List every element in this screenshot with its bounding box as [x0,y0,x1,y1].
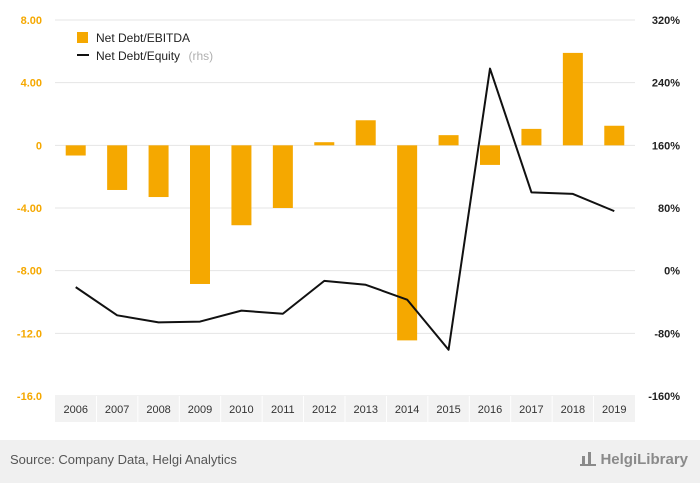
x-tick-label: 2010 [229,404,253,416]
right-tick-label: 160% [652,140,680,152]
x-tick-label: 2007 [105,404,129,416]
left-tick-label: -8.00 [17,266,42,278]
x-tick-label: 2016 [478,404,502,416]
legend-swatch-bar [77,32,88,43]
x-tick-label: 2013 [353,404,377,416]
footer: Source: Company Data, Helgi Analytics He… [0,440,700,483]
bar-series [65,52,625,341]
legend-label-line-suffix: (rhs) [189,49,214,63]
x-tick-label: 2011 [271,404,295,416]
bar [107,145,128,190]
x-tick-label: 2006 [63,404,87,416]
bar [438,135,459,146]
x-tick-label: 2008 [146,404,170,416]
bar [604,125,625,146]
bar [562,52,583,146]
x-axis-band [55,396,635,422]
right-tick-label: 80% [658,203,680,215]
left-tick-label: -16.0 [17,391,42,403]
brand-text: HelgiLibrary [600,451,688,468]
bar [480,145,500,165]
left-axis-ticks: 8.00 4.00 0 -4.00 -8.00 -12.0 -16.0 [17,15,42,403]
left-tick-label: 8.00 [21,15,42,27]
library-icon [580,450,597,466]
right-tick-label: -160% [648,391,680,403]
left-tick-label: 4.00 [21,78,42,90]
x-tick-label: 2015 [436,404,460,416]
right-tick-label: 0% [664,266,680,278]
x-tick-label: 2018 [561,404,585,416]
left-tick-label: 0 [36,140,42,152]
brand-logo: HelgiLibrary [580,450,688,468]
x-tick-label: 2014 [395,404,419,416]
bar [148,145,169,198]
right-axis-ticks: 320% 240% 160% 80% 0% -80% -160% [648,15,680,403]
left-tick-label: -12.0 [17,328,42,340]
bar [65,145,86,156]
x-tick-label: 2017 [519,404,543,416]
line-series [75,67,615,351]
bar [521,128,542,146]
right-tick-label: 240% [652,78,680,90]
legend: Net Debt/EBITDA Net Debt/Equity (rhs) [77,31,213,64]
series-line [75,67,615,351]
legend-label-line: Net Debt/Equity (rhs) [96,47,213,64]
left-tick-label: -4.00 [17,203,42,215]
bar [231,145,252,226]
right-tick-label: 320% [652,15,680,27]
bar [314,142,335,146]
combo-chart: 8.00 4.00 0 -4.00 -8.00 -12.0 -16.0 320% 240% 16… [17,15,680,422]
bar [190,145,210,284]
legend-label-line-name: Net Debt/Equity [96,49,180,63]
x-axis-ticks: 2006 2007 2008 2009 2010 2011 2012 2013 2014 2015… [63,404,626,416]
right-tick-label: -80% [654,328,680,340]
grid-lines [55,19,635,397]
bar [272,145,293,208]
x-tick-label: 2019 [602,404,626,416]
x-tick-label: 2009 [188,404,212,416]
legend-label-bar: Net Debt/EBITDA [96,31,190,45]
source-text: Source: Company Data, Helgi Analytics [10,452,237,467]
bar [355,120,376,146]
x-tick-label: 2012 [312,404,336,416]
bar [397,145,418,341]
